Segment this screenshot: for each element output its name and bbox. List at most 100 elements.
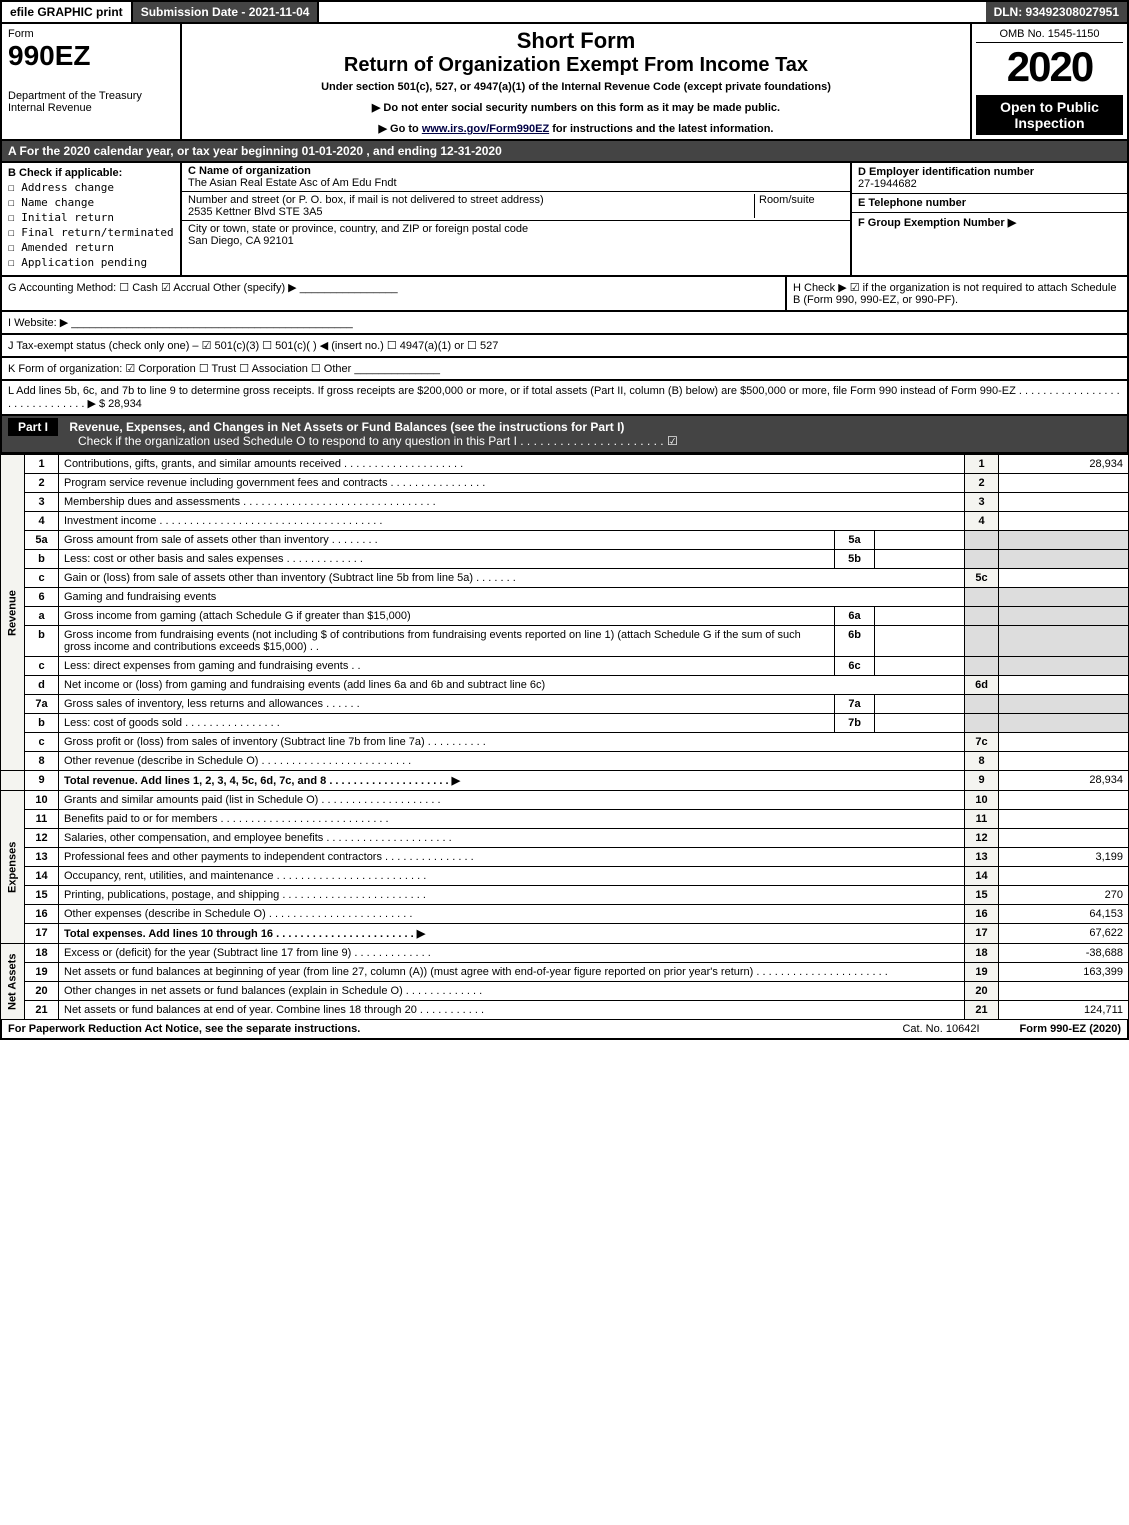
line-5b-text: Less: cost or other basis and sales expe… <box>59 550 835 569</box>
line-17-text: Total expenses. Add lines 10 through 16 … <box>59 924 965 944</box>
line-5a-text: Gross amount from sale of assets other t… <box>59 531 835 550</box>
line-16-amount: 64,153 <box>999 905 1129 924</box>
line-15-col: 15 <box>965 886 999 905</box>
line-5a-num: 5a <box>25 531 59 550</box>
goto-pre: ▶ Go to <box>379 123 422 135</box>
c-street-label: Number and street (or P. O. box, if mail… <box>188 194 544 206</box>
line-19-text: Net assets or fund balances at beginning… <box>59 963 965 982</box>
line-7b-col-shaded <box>965 714 999 733</box>
line-7b-num: b <box>25 714 59 733</box>
f-label: F Group Exemption Number ▶ <box>858 217 1016 229</box>
gross-receipts-row: L Add lines 5b, 6c, and 7b to line 9 to … <box>0 381 1129 416</box>
part1-subline: Check if the organization used Schedule … <box>78 434 678 448</box>
line-7a-subamt <box>875 695 965 714</box>
part1-badge: Part I <box>8 418 58 436</box>
schedule-b-check: H Check ▶ ☑ if the organization is not r… <box>787 277 1127 310</box>
line-6b-num: b <box>25 626 59 657</box>
part1-title: Revenue, Expenses, and Changes in Net As… <box>69 420 624 434</box>
block-c: C Name of organization The Asian Real Es… <box>182 163 852 275</box>
net-assets-section-label: Net Assets <box>1 944 25 1020</box>
line-18-text: Excess or (deficit) for the year (Subtra… <box>59 944 965 963</box>
form-word: Form <box>8 28 174 40</box>
chk-final-return[interactable]: ☐ Final return/terminated <box>8 226 174 239</box>
chk-application-pending[interactable]: ☐ Application pending <box>8 256 174 269</box>
line-6-col-shaded <box>965 588 999 607</box>
line-7c-amount <box>999 733 1129 752</box>
line-10-text: Grants and similar amounts paid (list in… <box>59 791 965 810</box>
chk-address-change[interactable]: ☐ Address change <box>8 181 174 194</box>
line-l-text: L Add lines 5b, 6c, and 7b to line 9 to … <box>8 385 1120 410</box>
block-b-heading: B Check if applicable: <box>8 167 174 179</box>
line-21-num: 21 <box>25 1001 59 1020</box>
line-4-amount <box>999 512 1129 531</box>
line-7c-text: Gross profit or (loss) from sales of inv… <box>59 733 965 752</box>
line-4-text: Investment income . . . . . . . . . . . … <box>59 512 965 531</box>
line-5b-subamt <box>875 550 965 569</box>
dept-treasury: Department of the Treasury <box>8 90 174 102</box>
line-2-col: 2 <box>965 474 999 493</box>
line-6c-subamt <box>875 657 965 676</box>
line-5a-sub: 5a <box>835 531 875 550</box>
line-20-col: 20 <box>965 982 999 1001</box>
line-2-amount <box>999 474 1129 493</box>
entity-block: B Check if applicable: ☐ Address change … <box>0 163 1129 277</box>
org-name: The Asian Real Estate Asc of Am Edu Fndt <box>188 177 397 189</box>
line-10-amount <box>999 791 1129 810</box>
line-5a-amt-shaded <box>999 531 1129 550</box>
line-5c-num: c <box>25 569 59 588</box>
line-12-text: Salaries, other compensation, and employ… <box>59 829 965 848</box>
line-21-text: Net assets or fund balances at end of ye… <box>59 1001 965 1020</box>
line-5c-text: Gain or (loss) from sale of assets other… <box>59 569 965 588</box>
return-title: Return of Organization Exempt From Incom… <box>190 54 962 77</box>
line-12-amount <box>999 829 1129 848</box>
line-13-text: Professional fees and other payments to … <box>59 848 965 867</box>
chk-initial-return[interactable]: ☐ Initial return <box>8 211 174 224</box>
line-20-amount <box>999 982 1129 1001</box>
chk-amended-return[interactable]: ☐ Amended return <box>8 241 174 254</box>
line-14-text: Occupancy, rent, utilities, and maintena… <box>59 867 965 886</box>
header-center: Short Form Return of Organization Exempt… <box>182 24 972 139</box>
line-17-col: 17 <box>965 924 999 944</box>
line-21-col: 21 <box>965 1001 999 1020</box>
line-8-text: Other revenue (describe in Schedule O) .… <box>59 752 965 771</box>
line-6b-amt-shaded <box>999 626 1129 657</box>
block-def: D Employer identification number 27-1944… <box>852 163 1127 275</box>
line-19-num: 19 <box>25 963 59 982</box>
org-city: San Diego, CA 92101 <box>188 235 294 247</box>
line-11-num: 11 <box>25 810 59 829</box>
line-9-amount: 28,934 <box>999 771 1129 791</box>
submission-date: Submission Date - 2021-11-04 <box>133 2 320 22</box>
ein-value: 27-1944682 <box>858 178 917 190</box>
line-17-num: 17 <box>25 924 59 944</box>
line-7a-amt-shaded <box>999 695 1129 714</box>
form-of-organization: K Form of organization: ☑ Corporation ☐ … <box>0 358 1129 381</box>
line-6a-col-shaded <box>965 607 999 626</box>
line-5a-col-shaded <box>965 531 999 550</box>
short-form-title: Short Form <box>190 28 962 54</box>
part1-header: Part I Revenue, Expenses, and Changes in… <box>0 416 1129 454</box>
line-7b-subamt <box>875 714 965 733</box>
line-a-period: A For the 2020 calendar year, or tax yea… <box>0 141 1129 163</box>
e-label: E Telephone number <box>858 197 966 209</box>
line-15-text: Printing, publications, postage, and shi… <box>59 886 965 905</box>
line-1-text: Contributions, gifts, grants, and simila… <box>59 455 965 474</box>
line-9-num: 9 <box>25 771 59 791</box>
revenue-section-end <box>1 771 25 791</box>
efile-label[interactable]: efile GRAPHIC print <box>2 2 133 22</box>
line-1-num: 1 <box>25 455 59 474</box>
line-12-col: 12 <box>965 829 999 848</box>
line-6b-subamt <box>875 626 965 657</box>
line-5b-col-shaded <box>965 550 999 569</box>
chk-name-change[interactable]: ☐ Name change <box>8 196 174 209</box>
line-5b-amt-shaded <box>999 550 1129 569</box>
line-6-num: 6 <box>25 588 59 607</box>
line-7c-num: c <box>25 733 59 752</box>
line-1-amount: 28,934 <box>999 455 1129 474</box>
line-16-text: Other expenses (describe in Schedule O) … <box>59 905 965 924</box>
line-13-num: 13 <box>25 848 59 867</box>
org-street: 2535 Kettner Blvd STE 3A5 <box>188 206 323 218</box>
dln-label: DLN: 93492308027951 <box>986 2 1127 22</box>
d-label: D Employer identification number <box>858 166 1034 178</box>
line-20-text: Other changes in net assets or fund bala… <box>59 982 965 1001</box>
irs-link[interactable]: www.irs.gov/Form990EZ <box>422 123 549 135</box>
